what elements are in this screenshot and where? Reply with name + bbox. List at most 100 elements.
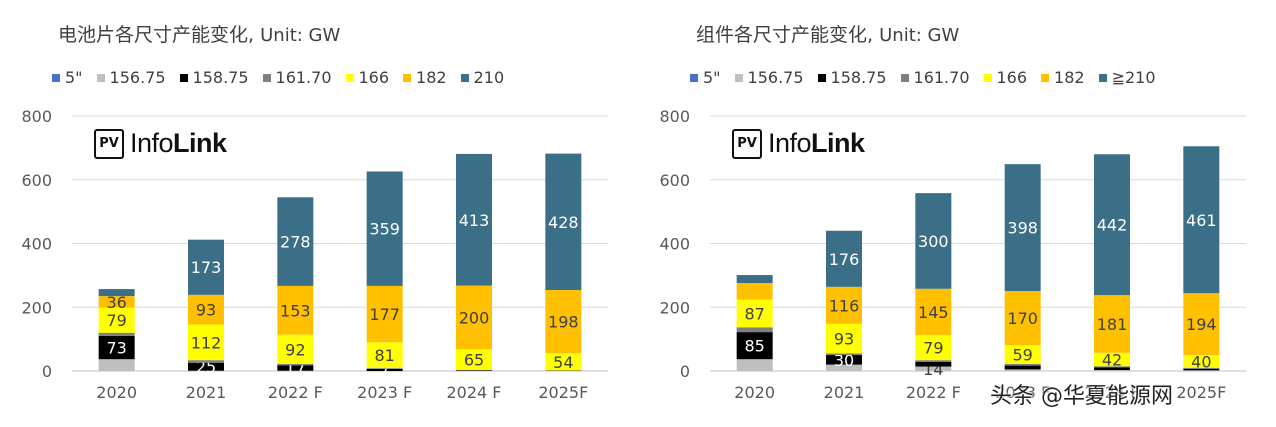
bar-segment: [366, 368, 403, 369]
logo-text-link: Link: [811, 128, 865, 158]
cell-capacity-chart: 电池片各尺寸产能变化, Unit: GW 5" 156.75 158.75 161.7…: [21, 24, 608, 402]
bar-segment: [366, 368, 403, 371]
data-label: 7: [380, 361, 390, 380]
chart-title: 组件各尺寸产能变化, Unit: GW: [696, 24, 960, 46]
bar-segment: [736, 275, 773, 284]
data-label: 40: [1191, 352, 1211, 371]
bar-segment: [736, 332, 773, 360]
legend-label: 161.70: [275, 68, 332, 87]
legend-entry: 156.75: [96, 68, 166, 87]
chart-title-text: 组件各尺寸产能变化: [696, 24, 868, 46]
data-label: 59: [1012, 346, 1032, 365]
bar-segment: [545, 290, 582, 354]
data-label: 116: [829, 296, 860, 315]
data-label: 200: [459, 308, 490, 327]
data-label: 145: [918, 303, 949, 322]
legend-label: 5": [703, 68, 721, 87]
bar-segment: [915, 366, 952, 371]
bar-segment: [188, 324, 224, 361]
bar-segment: [1183, 368, 1220, 371]
legend-swatch: [817, 73, 826, 82]
legend-entry: 166: [345, 68, 389, 87]
legend-entry: 5": [690, 68, 721, 87]
chart-legend: 5" 156.75 158.75 161.70 166 182 210: [52, 68, 518, 87]
bar-segment: [915, 334, 952, 361]
bar-segment: [277, 197, 314, 286]
bar-segment: [277, 365, 314, 371]
bar-segment: [1094, 366, 1130, 368]
bar-segment: [915, 288, 952, 335]
bar-segment: [1183, 370, 1220, 371]
data-label: 194: [1186, 315, 1217, 334]
x-tick-label: 2022 F: [268, 383, 323, 402]
data-label: 30: [834, 351, 854, 370]
data-label: 112: [191, 333, 222, 352]
legend-swatch: [403, 73, 412, 82]
bar-segment: [915, 193, 952, 289]
bar-segment: [1004, 290, 1041, 346]
logo-text-info: Info: [130, 128, 174, 158]
y-tick-label: 800: [659, 107, 690, 126]
y-tick-label: 400: [21, 235, 52, 254]
data-label: 181: [1097, 315, 1128, 334]
data-label: 442: [1097, 216, 1128, 235]
data-label: 176: [829, 250, 860, 269]
bar-segment: [188, 239, 224, 295]
legend-swatch: [983, 73, 992, 82]
data-label: 87: [744, 304, 764, 323]
data-label: 54: [553, 353, 573, 372]
chart-title-text: 电池片各尺寸产能变化: [58, 24, 249, 46]
bar-segment: [1004, 363, 1041, 366]
data-label: 81: [374, 346, 394, 365]
bar-segment: [98, 332, 135, 336]
y-tick-label: 800: [21, 107, 52, 126]
data-label: 93: [196, 301, 216, 320]
x-tick-label: 2023 F: [995, 383, 1050, 402]
bar-segment: [188, 294, 224, 325]
legend-swatch: [96, 73, 105, 82]
bar-segment: [98, 289, 135, 297]
bar-segment: [736, 283, 773, 300]
data-label: 170: [1007, 309, 1038, 328]
y-tick-label: 0: [680, 362, 690, 381]
data-label: 198: [548, 313, 579, 332]
x-tick-label: 2023 F: [357, 383, 412, 402]
legend-entry: 182: [1041, 68, 1085, 87]
data-label: 36: [106, 293, 126, 312]
data-label: 359: [369, 220, 400, 239]
legend-entry: 161.70: [262, 68, 332, 87]
bar-segment: [456, 370, 492, 371]
bar-segment: [826, 230, 862, 287]
legend-label: ≧210: [1111, 68, 1156, 87]
legend-label: 158.75: [830, 68, 887, 87]
legend-entry: 158.75: [817, 68, 887, 87]
bar-segment: [736, 299, 773, 328]
bar-segment: [98, 359, 135, 371]
bar-segment: [1004, 365, 1041, 370]
bar-segment: [1094, 352, 1130, 367]
bar-segment: [98, 296, 135, 308]
bar-plot: 0200400600800858720203093116176202114791…: [659, 107, 1246, 402]
bar-segment: [915, 360, 952, 362]
bar-segment: [1004, 164, 1041, 291]
bar-segment: [366, 342, 403, 369]
data-label: 92: [285, 340, 305, 359]
data-label: 93: [834, 330, 854, 349]
legend-entry: 158.75: [179, 68, 249, 87]
legend-entry: 166: [983, 68, 1027, 87]
y-tick-label: 400: [659, 235, 690, 254]
x-tick-label: 2021: [824, 383, 865, 402]
bar-plot: 0200400600800737936202025112931732021179…: [21, 107, 608, 402]
logo-text-link: Link: [173, 128, 227, 158]
legend-swatch: [734, 73, 743, 82]
y-tick-label: 600: [21, 171, 52, 190]
bar-segment: [456, 349, 492, 371]
bar-segment: [188, 362, 224, 371]
x-tick-label: 2022 F: [906, 383, 961, 402]
bar-segment: [98, 335, 135, 360]
pv-logo-icon: PV: [94, 128, 124, 159]
legend-swatch: [262, 73, 271, 82]
pv-logo-icon: PV: [732, 128, 762, 159]
chart-unit: Unit: GW: [879, 25, 960, 46]
bar-segment: [826, 286, 862, 324]
